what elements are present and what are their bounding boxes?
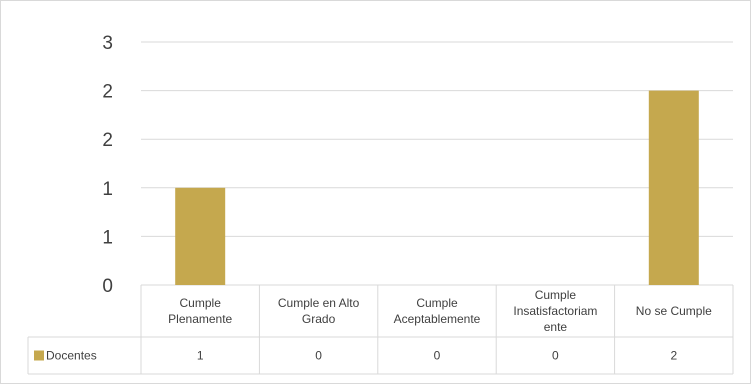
- y-tick-label: 2: [102, 130, 113, 151]
- y-axis-tick-labels: 0 1 1 2 2 3: [102, 33, 113, 297]
- y-tick-label: 1: [102, 179, 113, 200]
- x-category-label: Cumple en Alto Grado: [278, 296, 360, 326]
- legend-swatch: [34, 350, 44, 361]
- y-tick-label: 3: [102, 33, 113, 54]
- y-tick-label: 0: [102, 276, 113, 297]
- y-tick-label: 1: [102, 227, 113, 248]
- data-table: Cumple Plenamente Cumple en Alto Grado Cumpl…: [27, 285, 734, 375]
- x-category-label: Cumple Plenamente: [168, 296, 232, 326]
- data-table-value: 2: [670, 349, 677, 363]
- bars: [175, 90, 699, 285]
- legend-label: Docentes: [46, 349, 97, 363]
- data-table-value: 1: [197, 349, 204, 363]
- data-table-value: 0: [315, 349, 322, 363]
- y-tick-label: 2: [102, 82, 113, 103]
- bar: [175, 187, 226, 285]
- x-category-label: Cumple Aceptablemente: [394, 296, 481, 326]
- gridlines: [141, 41, 733, 286]
- bar: [648, 90, 699, 285]
- x-category-label: No se Cumple: [636, 304, 712, 318]
- x-category-label: Cumple Insatisfactoriam ente: [513, 288, 597, 334]
- data-table-value: 0: [434, 349, 441, 363]
- data-table-value: 0: [552, 349, 559, 363]
